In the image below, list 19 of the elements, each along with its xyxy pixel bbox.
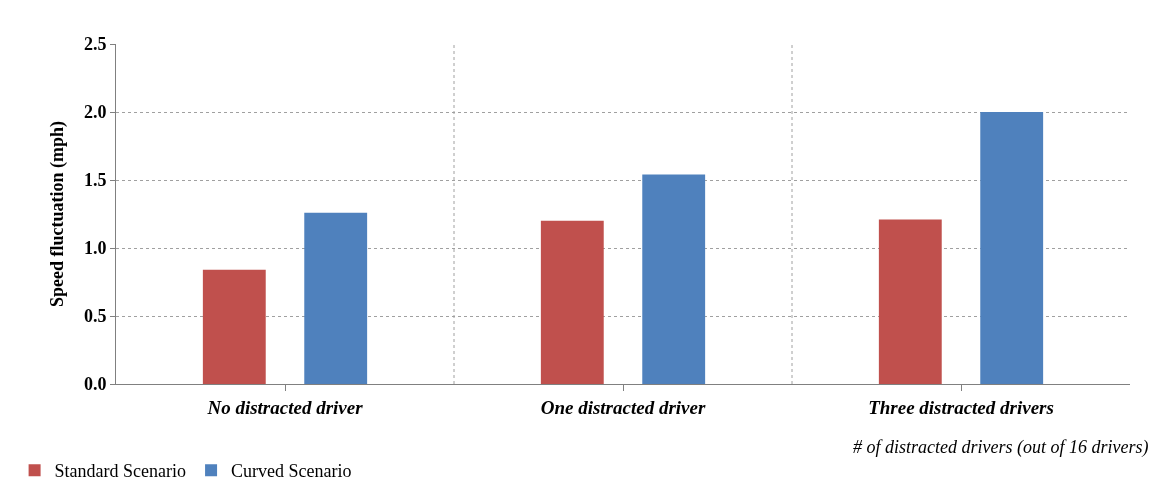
x-tick-label: One distracted driver: [540, 396, 706, 418]
bar: [642, 174, 706, 384]
y-tick-label: 1.0: [83, 238, 107, 259]
bar: [980, 112, 1044, 384]
x-axis-title: # of distracted drivers (out of 16 drivers): [853, 437, 1149, 458]
legend-label: Curved Scenario: [231, 461, 352, 482]
x-tick-label: Three distracted drivers: [868, 396, 1054, 418]
x-tick-label: No distracted driver: [206, 396, 364, 418]
y-tick-label: 0.0: [83, 374, 107, 395]
bar: [878, 219, 942, 384]
y-tick-label: 2.5: [83, 34, 107, 55]
bar: [304, 212, 368, 384]
y-axis-title: Speed fluctuation (mph): [47, 120, 69, 308]
bar: [540, 220, 604, 384]
y-tick-label: 1.5: [83, 170, 107, 191]
bar: [202, 269, 266, 384]
y-tick-label: 2.0: [83, 102, 107, 123]
y-tick-label: 0.5: [83, 306, 107, 327]
legend-label: Standard Scenario: [54, 461, 187, 482]
